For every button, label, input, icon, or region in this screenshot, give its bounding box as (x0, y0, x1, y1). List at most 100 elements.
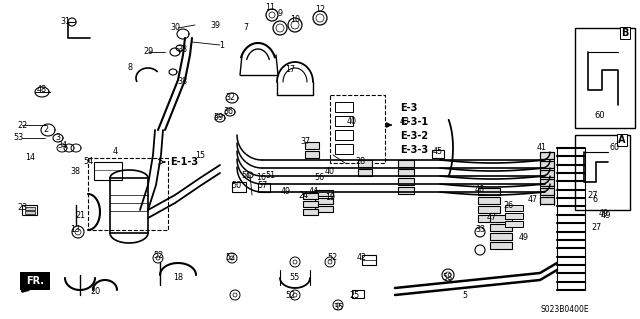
Bar (478, 215, 500, 222)
Bar (335, 130, 353, 140)
Text: 1: 1 (220, 41, 225, 49)
Text: 27: 27 (588, 190, 598, 199)
Text: 40: 40 (325, 167, 335, 176)
Text: 41: 41 (537, 144, 547, 152)
Bar (540, 179, 554, 186)
Bar (305, 142, 319, 149)
Text: 50: 50 (231, 181, 241, 189)
Text: A: A (618, 135, 626, 145)
Text: 38: 38 (177, 46, 187, 55)
Bar (540, 161, 554, 168)
Text: 43: 43 (400, 117, 410, 127)
Text: 38: 38 (177, 78, 187, 86)
Text: 17: 17 (285, 65, 295, 75)
Text: 7: 7 (243, 24, 248, 33)
Bar (335, 116, 353, 126)
Text: 32: 32 (225, 93, 235, 102)
Bar (575, 28, 635, 128)
Bar (315, 190, 333, 196)
Text: 55: 55 (290, 273, 300, 283)
Text: 52: 52 (285, 291, 295, 300)
Text: B: B (621, 28, 628, 38)
Text: 5: 5 (463, 291, 468, 300)
Text: 52: 52 (153, 250, 163, 259)
Text: 54: 54 (83, 158, 93, 167)
Bar (303, 201, 318, 207)
Text: 46: 46 (475, 186, 485, 195)
Bar (88, 158, 168, 230)
Bar (20, 272, 50, 290)
Bar (358, 160, 372, 167)
Bar (398, 169, 414, 176)
Bar (490, 224, 512, 231)
Text: 29: 29 (143, 48, 153, 56)
Bar (110, 178, 148, 233)
Text: 33: 33 (475, 226, 485, 234)
Text: 52: 52 (225, 254, 235, 263)
Text: 11: 11 (265, 4, 275, 12)
Text: 21: 21 (75, 211, 85, 219)
Bar (315, 206, 333, 212)
Text: 39: 39 (210, 20, 220, 29)
Bar (398, 178, 414, 185)
Bar (352, 290, 364, 298)
Bar (362, 255, 376, 265)
Bar (25, 207, 35, 210)
Bar (22, 205, 37, 215)
Text: 19: 19 (325, 194, 335, 203)
Text: 49: 49 (599, 209, 609, 218)
Bar (315, 198, 333, 204)
Text: 35: 35 (333, 302, 343, 311)
Bar (25, 211, 35, 214)
Text: 20: 20 (90, 287, 100, 296)
Bar (505, 213, 523, 219)
Bar (432, 150, 444, 158)
Bar (303, 193, 318, 199)
Bar (490, 215, 512, 222)
Text: 26: 26 (503, 201, 513, 210)
Text: E-3-1: E-3-1 (400, 117, 428, 127)
Bar (540, 152, 554, 159)
Text: 10: 10 (290, 16, 300, 25)
Text: 38: 38 (70, 167, 80, 176)
Bar (358, 169, 372, 176)
Bar (505, 221, 523, 227)
Text: 48: 48 (37, 85, 47, 94)
Bar (575, 135, 630, 210)
Text: 3: 3 (56, 133, 61, 143)
Text: E-3-2: E-3-2 (400, 131, 428, 141)
Text: E-3-3: E-3-3 (400, 145, 428, 155)
Bar (398, 160, 414, 167)
Bar (94, 162, 122, 180)
Text: 51: 51 (241, 170, 251, 180)
Text: 23: 23 (17, 204, 27, 212)
Bar (305, 151, 319, 158)
Text: 22: 22 (17, 121, 27, 130)
Text: 25: 25 (350, 291, 360, 300)
Text: 6: 6 (593, 196, 598, 204)
Text: 49: 49 (519, 234, 529, 242)
Bar (398, 187, 414, 194)
Text: 9: 9 (277, 10, 283, 19)
Bar (540, 197, 554, 204)
Bar (258, 183, 270, 192)
Text: 56: 56 (314, 174, 324, 182)
Text: 42: 42 (357, 254, 367, 263)
Text: 37: 37 (300, 137, 310, 146)
Text: 27: 27 (591, 224, 601, 233)
Bar (335, 144, 353, 154)
Text: S023B0400E: S023B0400E (541, 306, 589, 315)
Text: 47: 47 (528, 196, 538, 204)
Bar (232, 182, 246, 192)
Text: 52: 52 (327, 254, 337, 263)
Text: 4: 4 (113, 147, 118, 157)
Text: 60: 60 (595, 110, 605, 120)
Bar (478, 197, 500, 204)
Text: 57: 57 (257, 181, 267, 189)
Text: 28: 28 (355, 158, 365, 167)
Bar (478, 206, 500, 213)
Bar (303, 209, 318, 215)
Text: 49: 49 (281, 188, 291, 197)
Text: 30: 30 (170, 24, 180, 33)
Text: E-1-3: E-1-3 (170, 157, 198, 167)
